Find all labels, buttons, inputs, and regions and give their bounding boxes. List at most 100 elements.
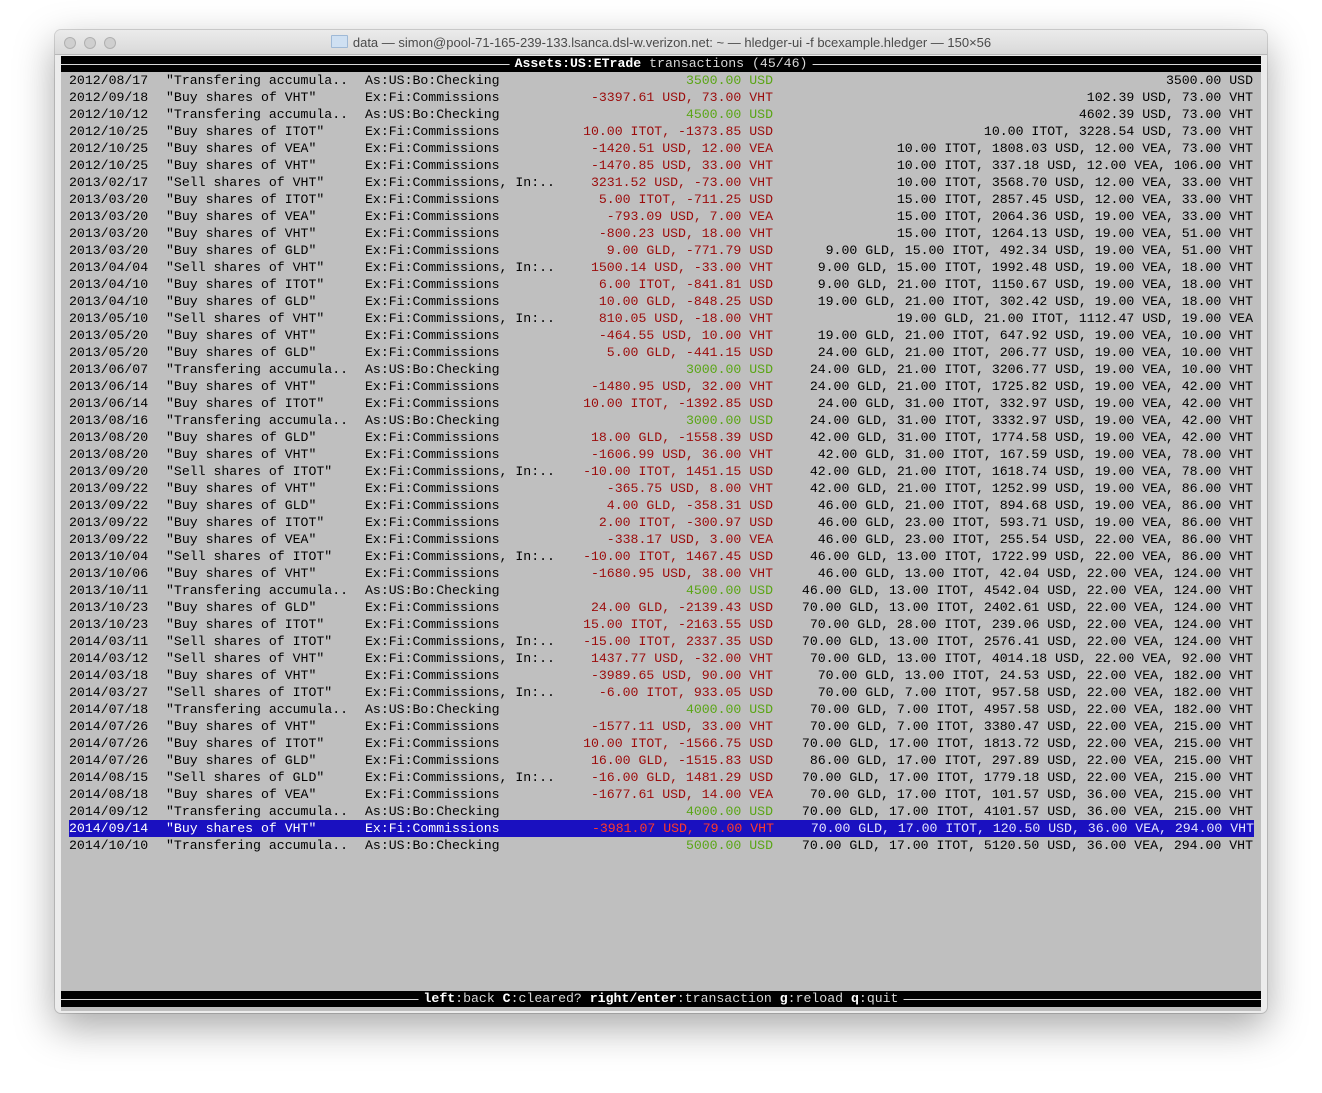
transaction-row[interactable]: 2014/10/10 "Transfering accumula.. As:US:B… (61, 837, 1261, 854)
transaction-row[interactable]: 2013/03/20 "Buy shares of GLD" Ex:Fi:Commi… (61, 242, 1261, 259)
other-account: Ex:Fi:Commissions (365, 753, 500, 768)
description: "Buy shares of GLD" (166, 243, 317, 258)
description: "Buy shares of VHT" (166, 90, 317, 105)
transaction-row[interactable]: 2013/09/22 "Buy shares of ITOT" Ex:Fi:Comm… (61, 514, 1261, 531)
amount: -1480.95 USD, 32.00 VHT (590, 379, 773, 394)
transaction-row[interactable]: 2013/04/04 "Sell shares of VHT" Ex:Fi:Comm… (61, 259, 1261, 276)
running-balance: 24.00 GLD, 31.00 ITOT, 332.97 USD, 19.00… (817, 396, 1253, 411)
transaction-row[interactable]: 2014/08/15 "Sell shares of GLD" Ex:Fi:Comm… (61, 769, 1261, 786)
transaction-row[interactable]: 2014/07/26 "Buy shares of GLD" Ex:Fi:Commi… (61, 752, 1261, 769)
transaction-row[interactable]: 2013/05/10 "Sell shares of VHT" Ex:Fi:Comm… (61, 310, 1261, 327)
running-balance: 10.00 ITOT, 1808.03 USD, 12.00 VEA, 73.0… (896, 141, 1253, 156)
transaction-row[interactable]: 2014/07/26 "Buy shares of ITOT" Ex:Fi:Comm… (61, 735, 1261, 752)
title-bar: data — simon@pool-71-165-239-133.lsanca.… (55, 30, 1267, 55)
amount: 3231.52 USD, -73.00 VHT (590, 175, 773, 190)
transaction-row[interactable]: 2013/08/20 "Buy shares of GLD" Ex:Fi:Commi… (61, 429, 1261, 446)
amount: 1500.14 USD, -33.00 VHT (590, 260, 773, 275)
other-account: Ex:Fi:Commissions (365, 447, 500, 462)
other-account: Ex:Fi:Commissions (365, 379, 500, 394)
other-account: Ex:Fi:Commissions (365, 430, 500, 445)
screen-title: Assets:US:ETrade transactions (45/46) (509, 56, 813, 72)
transaction-row[interactable]: 2012/10/25 "Buy shares of VEA" Ex:Fi:Commi… (61, 140, 1261, 157)
key-help: left:back C:cleared? right/enter:transac… (418, 991, 904, 1007)
transaction-row[interactable]: 2013/04/10 "Buy shares of ITOT" Ex:Fi:Comm… (61, 276, 1261, 293)
description: "Sell shares of VHT" (166, 311, 325, 326)
transaction-row[interactable]: 2014/03/12 "Sell shares of VHT" Ex:Fi:Comm… (61, 650, 1261, 667)
transaction-row[interactable]: 2013/10/11 "Transfering accumula.. As:US:B… (61, 582, 1261, 599)
running-balance: 70.00 GLD, 17.00 ITOT, 120.50 USD, 36.00… (810, 821, 1254, 836)
amount: 18.00 GLD, -1558.39 USD (590, 430, 773, 445)
transaction-row[interactable]: 2012/10/25 "Buy shares of VHT" Ex:Fi:Commi… (61, 157, 1261, 174)
transaction-row[interactable]: 2013/05/20 "Buy shares of VHT" Ex:Fi:Commi… (61, 327, 1261, 344)
zoom-button[interactable] (104, 37, 116, 49)
amount: 4.00 GLD, -358.31 USD (606, 498, 773, 513)
transaction-row[interactable]: 2013/03/20 "Buy shares of VEA" Ex:Fi:Commi… (61, 208, 1261, 225)
amount: 3500.00 USD (685, 73, 773, 88)
description: "Buy shares of GLD" (166, 430, 317, 445)
date: 2013/03/20 (69, 243, 149, 258)
running-balance: 15.00 ITOT, 1264.13 USD, 19.00 VEA, 51.0… (896, 226, 1253, 241)
description: "Buy shares of VEA" (166, 209, 317, 224)
transaction-row[interactable]: 2013/09/22 "Buy shares of VHT" Ex:Fi:Commi… (61, 480, 1261, 497)
other-account: Ex:Fi:Commissions (365, 90, 500, 105)
transaction-row[interactable]: 2013/10/23 "Buy shares of ITOT" Ex:Fi:Comm… (61, 616, 1261, 633)
transaction-row[interactable]: 2012/10/25 "Buy shares of ITOT" Ex:Fi:Comm… (61, 123, 1261, 140)
transaction-row[interactable]: 2014/08/18 "Buy shares of VEA" Ex:Fi:Commi… (61, 786, 1261, 803)
running-balance: 9.00 GLD, 15.00 ITOT, 1992.48 USD, 19.00… (817, 260, 1253, 275)
other-account: Ex:Fi:Commissions, In:.. (365, 175, 555, 190)
transaction-row[interactable]: 2013/06/07 "Transfering accumula.. As:US:B… (61, 361, 1261, 378)
other-account: Ex:Fi:Commissions (365, 821, 500, 836)
transaction-row[interactable]: 2012/10/12 "Transfering accumula.. As:US:B… (61, 106, 1261, 123)
amount: 6.00 ITOT, -841.81 USD (598, 277, 773, 292)
date: 2013/05/10 (69, 311, 149, 326)
transaction-row[interactable]: 2013/09/22 "Buy shares of VEA" Ex:Fi:Commi… (61, 531, 1261, 548)
transaction-row[interactable]: 2013/09/22 "Buy shares of GLD" Ex:Fi:Commi… (61, 497, 1261, 514)
running-balance: 46.00 GLD, 23.00 ITOT, 593.71 USD, 19.00… (817, 515, 1253, 530)
transaction-row[interactable]: 2012/09/18 "Buy shares of VHT" Ex:Fi:Commi… (61, 89, 1261, 106)
other-account: Ex:Fi:Commissions (365, 141, 500, 156)
description: "Buy shares of VHT" (166, 821, 317, 836)
transaction-row[interactable]: 2012/08/17 "Transfering accumula.. As:US:B… (61, 72, 1261, 89)
running-balance: 70.00 GLD, 17.00 ITOT, 1813.72 USD, 22.0… (801, 736, 1253, 751)
transaction-row[interactable]: 2013/05/20 "Buy shares of GLD" Ex:Fi:Commi… (61, 344, 1261, 361)
transaction-row[interactable]: 2013/10/23 "Buy shares of GLD" Ex:Fi:Commi… (61, 599, 1261, 616)
transaction-row[interactable]: 2013/10/04 "Sell shares of ITOT" Ex:Fi:Com… (61, 548, 1261, 565)
other-account: Ex:Fi:Commissions, In:.. (365, 770, 555, 785)
other-account: Ex:Fi:Commissions, In:.. (365, 651, 555, 666)
account-name: Assets:US:ETrade (514, 56, 642, 71)
amount: 15.00 ITOT, -2163.55 USD (583, 617, 773, 632)
terminal-screen[interactable]: Assets:US:ETrade transactions (45/46) 20… (61, 56, 1261, 1011)
running-balance: 42.00 GLD, 21.00 ITOT, 1252.99 USD, 19.0… (809, 481, 1253, 496)
other-account: Ex:Fi:Commissions, In:.. (365, 549, 555, 564)
transaction-row[interactable]: 2013/10/06 "Buy shares of VHT" Ex:Fi:Commi… (61, 565, 1261, 582)
close-button[interactable] (64, 37, 76, 49)
transaction-row[interactable]: 2013/08/20 "Buy shares of VHT" Ex:Fi:Commi… (61, 446, 1261, 463)
minimize-button[interactable] (84, 37, 96, 49)
transaction-row[interactable]: 2013/04/10 "Buy shares of GLD" Ex:Fi:Commi… (61, 293, 1261, 310)
description: "Transfering accumula.. (166, 583, 349, 598)
date: 2013/10/23 (69, 617, 149, 632)
transaction-row[interactable]: 2013/08/16 "Transfering accumula.. As:US:B… (61, 412, 1261, 429)
running-balance: 10.00 ITOT, 3568.70 USD, 12.00 VEA, 33.0… (896, 175, 1253, 190)
transaction-row[interactable]: 2013/06/14 "Buy shares of ITOT" Ex:Fi:Comm… (61, 395, 1261, 412)
transaction-row[interactable]: 2014/03/27 "Sell shares of ITOT" Ex:Fi:Com… (61, 684, 1261, 701)
date: 2013/10/23 (69, 600, 149, 615)
transaction-row[interactable]: 2014/03/18 "Buy shares of VHT" Ex:Fi:Commi… (61, 667, 1261, 684)
transaction-row[interactable]: 2013/06/14 "Buy shares of VHT" Ex:Fi:Commi… (61, 378, 1261, 395)
other-account: Ex:Fi:Commissions (365, 736, 500, 751)
transaction-row[interactable]: 2014/07/18 "Transfering accumula.. As:US:B… (61, 701, 1261, 718)
transaction-row[interactable]: 2013/03/20 "Buy shares of ITOT" Ex:Fi:Comm… (61, 191, 1261, 208)
transaction-row-selected[interactable]: 2014/09/14 "Buy shares of VHT" Ex:Fi:Commi… (69, 820, 1254, 837)
transaction-row[interactable]: 2013/03/20 "Buy shares of VHT" Ex:Fi:Commi… (61, 225, 1261, 242)
description: "Sell shares of VHT" (166, 175, 325, 190)
window-title: data — simon@pool-71-165-239-133.lsanca.… (352, 35, 992, 50)
transaction-row[interactable]: 2014/09/12 "Transfering accumula.. As:US:B… (61, 803, 1261, 820)
transaction-row[interactable]: 2014/07/26 "Buy shares of VHT" Ex:Fi:Commi… (61, 718, 1261, 735)
transaction-row[interactable]: 2013/02/17 "Sell shares of VHT" Ex:Fi:Comm… (61, 174, 1261, 191)
footer-bar: left:back C:cleared? right/enter:transac… (61, 991, 1261, 1007)
transaction-row[interactable]: 2013/09/20 "Sell shares of ITOT" Ex:Fi:Com… (61, 463, 1261, 480)
other-account: Ex:Fi:Commissions (365, 600, 500, 615)
transaction-row[interactable]: 2014/03/11 "Sell shares of ITOT" Ex:Fi:Com… (61, 633, 1261, 650)
date: 2014/07/26 (69, 719, 149, 734)
amount: 5.00 GLD, -441.15 USD (606, 345, 773, 360)
